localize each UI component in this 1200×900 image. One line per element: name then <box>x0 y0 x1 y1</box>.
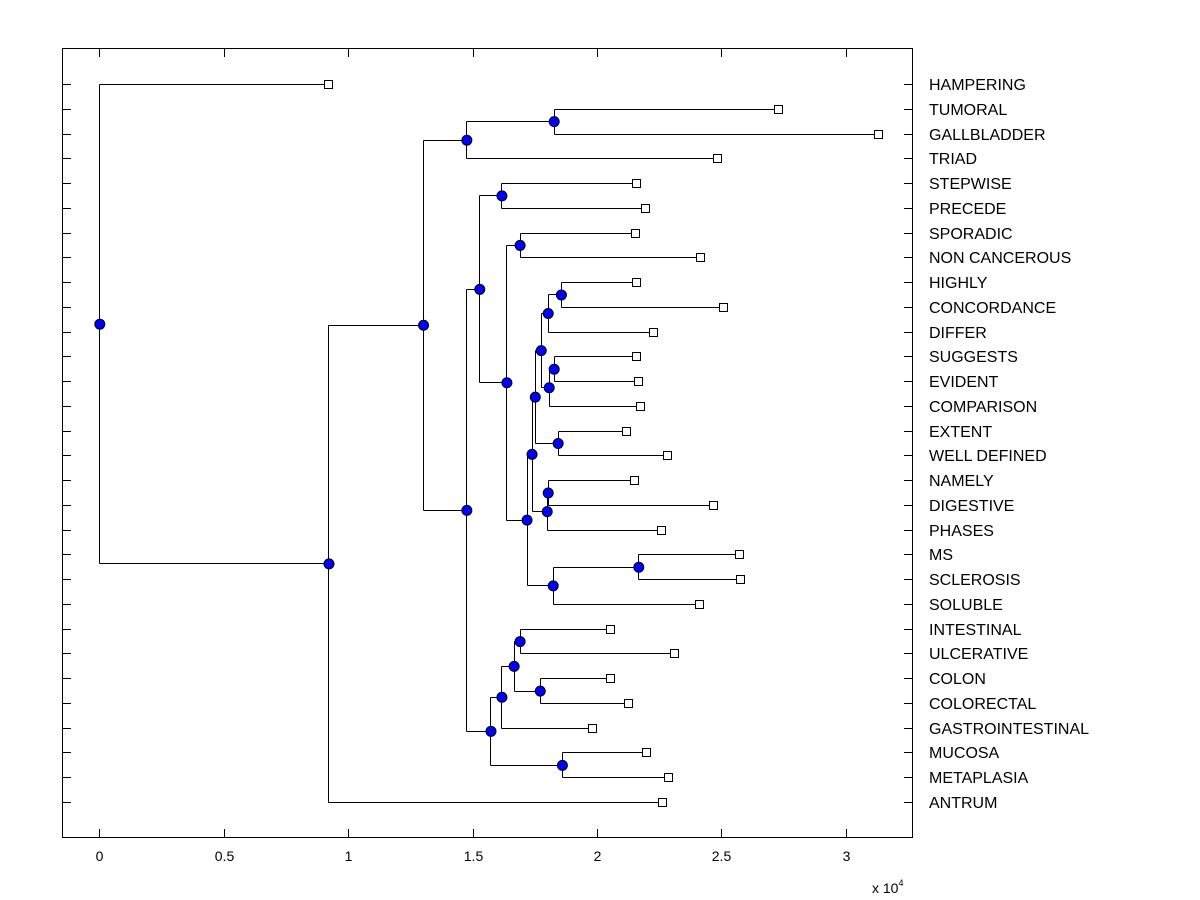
cluster-node-marker <box>474 283 486 295</box>
cluster-node-marker <box>461 504 473 516</box>
leaf-label: SUGGESTS <box>929 349 1018 366</box>
leaf-marker <box>658 798 667 807</box>
cluster-node-marker <box>521 514 533 526</box>
x-tick-label: 2.5 <box>712 848 732 864</box>
leaf-marker <box>636 402 645 411</box>
leaf-label: GASTROINTESTINAL <box>929 721 1089 738</box>
leaf-label: PHASES <box>929 523 994 540</box>
cluster-node-marker <box>418 319 430 331</box>
x-tick-label: 2 <box>594 848 602 864</box>
leaf-label: EXTENT <box>929 424 992 441</box>
leaf-marker <box>695 600 704 609</box>
leaf-label: EVIDENT <box>929 374 999 391</box>
cluster-node-marker <box>535 345 547 357</box>
leaf-label: MS <box>929 547 953 564</box>
cluster-node-marker <box>514 239 526 251</box>
leaf-label: SPORADIC <box>929 226 1013 243</box>
cluster-node-marker <box>461 134 473 146</box>
cluster-node-marker <box>485 725 497 737</box>
leaf-label: ULCERATIVE <box>929 646 1028 663</box>
cluster-node-marker <box>556 759 568 771</box>
leaf-label: NON CANCEROUS <box>929 250 1071 267</box>
leaf-marker <box>606 674 615 683</box>
leaf-label: GALLBLADDER <box>929 127 1046 144</box>
cluster-node-marker <box>496 691 508 703</box>
leaf-marker <box>606 625 615 634</box>
cluster-node-marker <box>633 561 645 573</box>
leaf-label: DIGESTIVE <box>929 498 1014 515</box>
x-tick-label: 0.5 <box>215 848 235 864</box>
cluster-node-marker <box>534 685 546 697</box>
x-tick-label: 1.5 <box>464 848 484 864</box>
cluster-node-marker <box>496 190 508 202</box>
leaf-marker <box>624 699 633 708</box>
leaf-marker <box>622 427 631 436</box>
leaf-marker <box>588 724 597 733</box>
leaf-marker <box>874 130 883 139</box>
x-tick-label: 3 <box>843 848 851 864</box>
leaf-label: DIFFER <box>929 325 987 342</box>
cluster-node-marker <box>526 448 538 460</box>
cluster-node-marker <box>555 289 567 301</box>
leaf-label: HIGHLY <box>929 275 988 292</box>
leaf-label: PRECEDE <box>929 201 1006 218</box>
cluster-node-marker <box>542 487 554 499</box>
cluster-node-marker <box>548 363 560 375</box>
leaf-label: COLORECTAL <box>929 696 1036 713</box>
leaf-marker <box>663 451 672 460</box>
leaf-label: SOLUBLE <box>929 597 1003 614</box>
cluster-node-marker <box>547 580 559 592</box>
leaf-marker <box>324 80 333 89</box>
leaf-label: MUCOSA <box>929 745 1000 762</box>
leaf-marker <box>664 773 673 782</box>
cluster-node-marker <box>94 318 106 330</box>
leaf-label: CONCORDANCE <box>929 300 1056 317</box>
leaf-marker <box>632 352 641 361</box>
leaf-label: INTESTINAL <box>929 622 1022 639</box>
leaf-label: WELL DEFINED <box>929 448 1047 465</box>
cluster-node-marker <box>541 506 553 518</box>
leaf-marker <box>641 204 650 213</box>
leaf-label: STEPWISE <box>929 176 1012 193</box>
x-multiplier-label: x 104 <box>872 878 903 896</box>
leaf-marker <box>630 476 639 485</box>
leaf-label: COMPARISON <box>929 399 1037 416</box>
leaf-label: SCLEROSIS <box>929 572 1021 589</box>
leaf-marker <box>649 328 658 337</box>
plot-area <box>62 48 913 838</box>
cluster-node-marker <box>542 308 554 320</box>
leaf-label: METAPLASIA <box>929 770 1029 787</box>
cluster-node-marker <box>508 660 520 672</box>
leaf-marker <box>634 377 643 386</box>
leaf-marker <box>657 526 666 535</box>
leaf-marker <box>632 278 641 287</box>
cluster-node-marker <box>543 382 555 394</box>
leaf-marker <box>642 748 651 757</box>
leaf-label: ANTRUM <box>929 795 997 812</box>
leaf-marker <box>632 179 641 188</box>
leaf-marker <box>670 649 679 658</box>
leaf-marker <box>631 229 640 238</box>
leaf-marker <box>719 303 728 312</box>
cluster-node-marker <box>548 116 560 128</box>
leaf-label: TRIAD <box>929 151 977 168</box>
cluster-node-marker <box>514 636 526 648</box>
cluster-node-marker <box>501 377 513 389</box>
leaf-marker <box>696 253 705 262</box>
leaf-label: TUMORAL <box>929 102 1007 119</box>
leaf-label: NAMELY <box>929 473 994 490</box>
leaf-marker <box>713 154 722 163</box>
leaf-marker <box>709 501 718 510</box>
x-tick-label: 1 <box>345 848 353 864</box>
cluster-node-marker <box>323 558 335 570</box>
x-tick-label: 0 <box>96 848 104 864</box>
leaf-marker <box>736 575 745 584</box>
leaf-marker <box>774 105 783 114</box>
leaf-marker <box>735 550 744 559</box>
cluster-node-marker <box>529 391 541 403</box>
leaf-label: HAMPERING <box>929 77 1026 94</box>
cluster-node-marker <box>552 438 564 449</box>
leaf-label: COLON <box>929 671 986 688</box>
